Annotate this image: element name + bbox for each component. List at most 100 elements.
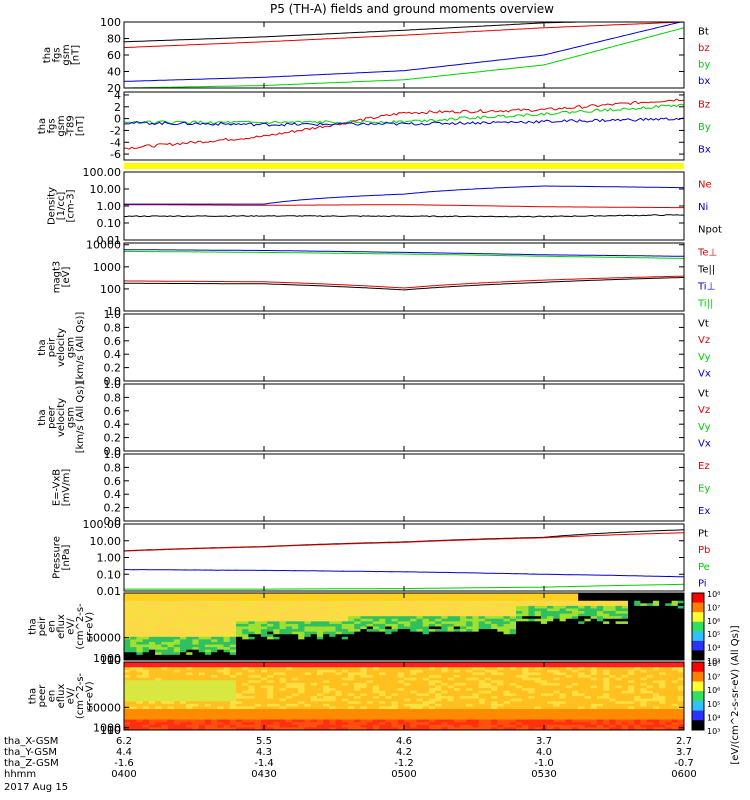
heatmap-cell	[310, 631, 318, 635]
heatmap-cell	[559, 698, 567, 702]
heatmap-cell	[229, 647, 237, 651]
heatmap-cell	[590, 714, 598, 718]
y-axis-label: velocity	[56, 398, 67, 437]
heatmap-cell	[497, 667, 505, 671]
heatmap-cell	[540, 682, 548, 687]
heatmap-cell	[416, 618, 424, 622]
heatmap-cell	[634, 696, 642, 700]
heatmap-cell	[621, 631, 629, 635]
heatmap-cell	[198, 618, 206, 622]
heatmap-cell	[136, 669, 144, 674]
heatmap-cell	[323, 600, 330, 604]
heatmap-cell	[366, 631, 374, 635]
heatmap-cell	[223, 605, 231, 610]
heatmap-cell	[285, 662, 293, 666]
heatmap-cell	[553, 709, 561, 713]
heatmap-cell	[292, 662, 299, 666]
heatmap-cell	[615, 618, 623, 622]
heatmap-cell	[416, 649, 424, 653]
heatmap-cell	[578, 701, 586, 705]
heatmap-cell	[161, 706, 169, 710]
heatmap-cell	[578, 724, 586, 728]
heatmap-cell	[565, 701, 573, 705]
heatmap-cell	[173, 641, 181, 646]
heatmap-cell	[236, 647, 243, 651]
heatmap-cell	[628, 644, 635, 648]
heatmap-cell	[366, 641, 374, 646]
heatmap-cell	[273, 701, 281, 705]
heatmap-cell	[516, 724, 523, 728]
heatmap-cell	[547, 652, 554, 656]
heatmap-cell	[596, 649, 604, 653]
heatmap-cell	[516, 652, 523, 656]
heatmap-cell	[509, 626, 517, 630]
heatmap-cell	[223, 631, 231, 635]
heatmap-cell	[329, 603, 337, 607]
heatmap-cell	[509, 693, 517, 697]
heatmap-cell	[428, 598, 436, 602]
heatmap-cell	[167, 682, 175, 687]
heatmap-cell	[478, 616, 486, 620]
heatmap-cell	[323, 664, 330, 668]
heatmap-cell	[522, 603, 530, 607]
heatmap-cell	[609, 634, 617, 638]
heatmap-cell	[590, 608, 598, 612]
heatmap-cell	[204, 719, 212, 723]
heatmap-cell	[323, 722, 330, 726]
heatmap-cell	[584, 722, 592, 726]
heatmap-cell	[553, 714, 561, 718]
legend-entry: Te||	[697, 265, 715, 276]
heatmap-cell	[379, 608, 386, 612]
heatmap-cell	[360, 641, 368, 646]
heatmap-cell	[453, 669, 461, 674]
heatmap-cell	[640, 636, 648, 640]
heatmap-cell	[180, 716, 187, 721]
heatmap-cell	[640, 719, 648, 723]
heatmap-cell	[223, 722, 231, 726]
heatmap-cell	[497, 722, 505, 726]
heatmap-cell	[186, 618, 194, 622]
heatmap-cell	[254, 639, 262, 643]
heatmap-cell	[652, 641, 660, 646]
heatmap-cell	[677, 613, 684, 617]
heatmap-cell	[441, 608, 449, 612]
heatmap-cell	[472, 675, 480, 679]
heatmap-cell	[572, 667, 579, 671]
heatmap-cell	[503, 703, 511, 708]
heatmap-cell	[167, 690, 175, 694]
heatmap-cell	[304, 598, 312, 602]
heatmap-cell	[148, 634, 156, 638]
heatmap-cell	[410, 669, 418, 674]
heatmap-cell	[198, 657, 206, 660]
heatmap-cell	[603, 598, 610, 602]
heatmap-cell	[497, 724, 505, 728]
heatmap-cell	[136, 644, 144, 648]
heatmap-cell	[316, 657, 324, 660]
heatmap-cell	[603, 664, 610, 668]
heatmap-cell	[211, 639, 218, 643]
heatmap-cell	[142, 722, 150, 726]
heatmap-cell	[677, 608, 684, 612]
heatmap-cell	[341, 626, 349, 630]
heatmap-cell	[497, 690, 505, 694]
heatmap-cell	[292, 634, 299, 638]
heatmap-cell	[385, 621, 393, 625]
heatmap-cell	[621, 598, 629, 602]
heatmap-cell	[173, 722, 181, 726]
colorbar-tick-label: 10⁷	[707, 603, 720, 612]
heatmap-cell	[292, 623, 299, 628]
heatmap-cell	[372, 706, 380, 710]
heatmap-cell	[335, 709, 343, 713]
heatmap-cell	[659, 719, 666, 723]
heatmap-cell	[260, 693, 268, 697]
legend-entry: Te⊥	[697, 248, 717, 259]
heatmap-cell	[503, 641, 511, 646]
heatmap-cell	[192, 696, 200, 700]
heatmap-cell	[223, 644, 231, 648]
heatmap-cell	[615, 685, 623, 689]
heatmap-cell	[391, 600, 399, 604]
heatmap-cell	[410, 593, 418, 597]
heatmap-cell	[360, 626, 368, 630]
heatmap-cell	[584, 649, 592, 653]
heatmap-cell	[298, 652, 306, 656]
